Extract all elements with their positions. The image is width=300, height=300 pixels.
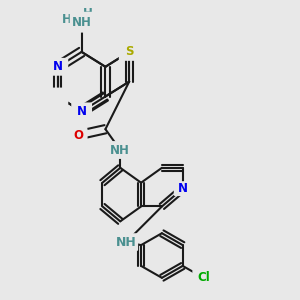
FancyBboxPatch shape bbox=[174, 181, 192, 196]
FancyBboxPatch shape bbox=[114, 233, 138, 251]
Text: S: S bbox=[125, 45, 134, 58]
FancyBboxPatch shape bbox=[47, 58, 68, 76]
FancyBboxPatch shape bbox=[119, 43, 140, 61]
Text: N: N bbox=[76, 105, 87, 118]
FancyBboxPatch shape bbox=[70, 128, 88, 142]
Text: N: N bbox=[53, 60, 63, 73]
Text: NH: NH bbox=[110, 143, 130, 157]
FancyBboxPatch shape bbox=[192, 269, 214, 286]
FancyBboxPatch shape bbox=[107, 141, 134, 159]
Text: N: N bbox=[178, 182, 188, 195]
Text: H: H bbox=[62, 13, 72, 26]
FancyBboxPatch shape bbox=[71, 102, 92, 120]
FancyBboxPatch shape bbox=[70, 12, 94, 33]
FancyBboxPatch shape bbox=[47, 88, 68, 105]
Text: H: H bbox=[82, 7, 92, 20]
Text: O: O bbox=[74, 129, 84, 142]
Text: Cl: Cl bbox=[197, 271, 210, 284]
Text: NH: NH bbox=[72, 16, 92, 29]
Text: NH: NH bbox=[116, 236, 136, 249]
